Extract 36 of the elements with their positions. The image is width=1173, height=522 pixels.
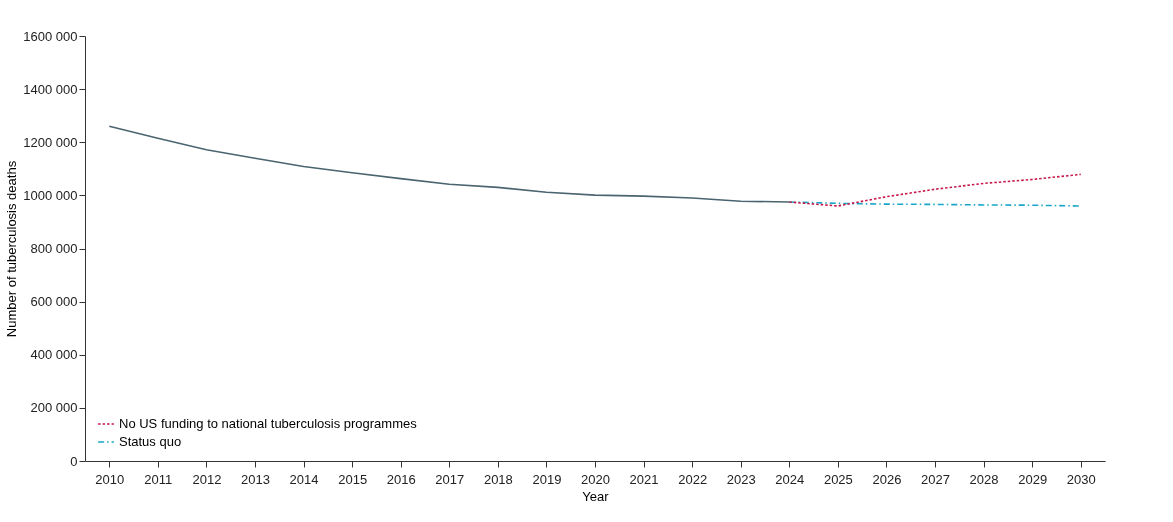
x-tick-label: 2013 [241,471,270,487]
line-series [788,173,1082,207]
x-tick-label: 2015 [338,471,368,487]
x-tick-label: 2017 [435,471,465,487]
x-tick-label: 2022 [678,471,708,487]
x-tick-label: 2025 [823,471,853,487]
y-tick-label: 600 000 [30,294,78,310]
y-tick-label: 1600 000 [23,28,78,44]
x-tick-label: 2030 [1066,471,1096,487]
x-tick-label: 2027 [921,471,950,487]
y-tick-label: 1200 000 [23,134,78,150]
x-tick-label: 2021 [629,471,659,487]
y-axis-title: Number of tuberculosis deaths [4,160,20,338]
x-tick-label: 2010 [95,471,125,487]
x-tick-label: 2014 [289,471,319,487]
x-tick-label: 2024 [775,471,805,487]
x-axis-title: Year [582,488,610,504]
x-tick-label: 2018 [483,471,513,487]
x-tick-label: 2012 [192,471,222,487]
y-tick-label: 1000 000 [23,187,78,203]
x-tick-label: 2016 [386,471,416,487]
line-series [108,125,791,203]
x-tick-label: 2028 [969,471,999,487]
y-tick-label: 0 [70,453,78,469]
x-tick-label: 2011 [144,471,173,487]
y-tick-label: 400 000 [30,347,78,363]
y-tick-label: 200 000 [30,400,78,416]
legend-label: No US funding to national tuberculosis programmes [119,416,418,431]
y-tick-label: 800 000 [30,241,78,256]
x-tick-label: 2023 [726,471,756,487]
x-tick-label: 2026 [872,471,902,487]
x-tick-label: 2029 [1018,471,1048,487]
x-tick-label: 2020 [581,471,610,487]
y-tick-label: 1400 000 [23,81,78,97]
legend-label: Status quo [119,434,182,449]
x-tick-label: 2019 [532,471,562,487]
